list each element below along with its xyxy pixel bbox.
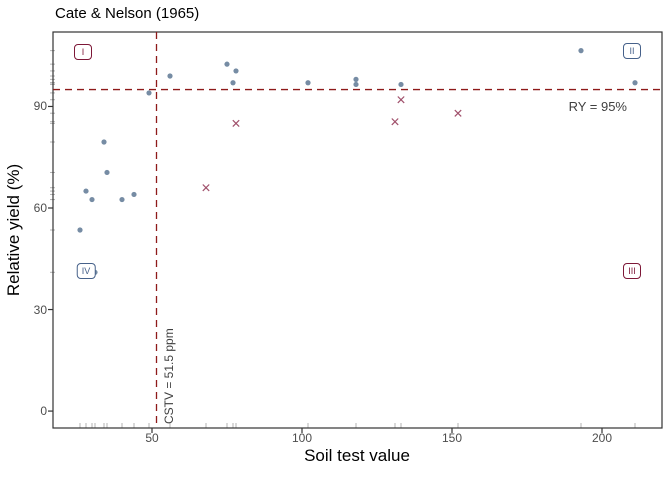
data-point-cross	[454, 109, 462, 117]
y-tick-label: 30	[33, 302, 47, 317]
data-point-cross	[391, 118, 399, 126]
data-point	[131, 191, 137, 198]
y-axis-title: Relative yield (%)	[4, 163, 23, 297]
quadrant-label-2: II	[623, 43, 641, 59]
quadrant-label-4: IV	[76, 263, 96, 279]
chart-title: Cate & Nelson (1965)	[55, 5, 200, 22]
data-point	[167, 73, 173, 79]
data-point	[89, 196, 95, 203]
data-point	[77, 227, 83, 233]
data-point	[224, 61, 230, 67]
ry-reference-label: RY = 95%	[568, 99, 627, 114]
data-point	[83, 188, 89, 194]
y-tick-label: 90	[33, 99, 47, 114]
data-point	[353, 76, 359, 82]
data-point	[230, 80, 236, 86]
data-point	[305, 80, 311, 86]
x-tick-label: 200	[591, 431, 613, 445]
y-tick-label: 60	[33, 201, 47, 215]
y-tick-label: 0	[40, 404, 47, 419]
x-tick-label: 150	[441, 431, 463, 445]
data-point	[353, 81, 359, 88]
data-point-cross	[232, 119, 240, 128]
panel-border	[52, 31, 663, 429]
data-point	[398, 81, 404, 88]
cstv-reference-label: CSTV = 51.5 ppm	[162, 328, 176, 424]
x-tick-label: 50	[145, 431, 159, 445]
quadrant-label-3: III	[623, 263, 641, 279]
x-axis-title: Soil test value	[304, 446, 410, 465]
data-point	[632, 80, 638, 86]
data-point	[104, 169, 110, 176]
x-tick-label: 100	[291, 431, 313, 445]
data-point-cross	[202, 184, 210, 192]
data-point	[101, 139, 107, 145]
data-point	[119, 196, 125, 203]
data-point-cross	[397, 96, 405, 104]
quadrant-label-1: I	[74, 44, 92, 60]
data-point	[233, 68, 239, 74]
data-point	[146, 90, 152, 96]
data-point	[578, 48, 584, 54]
